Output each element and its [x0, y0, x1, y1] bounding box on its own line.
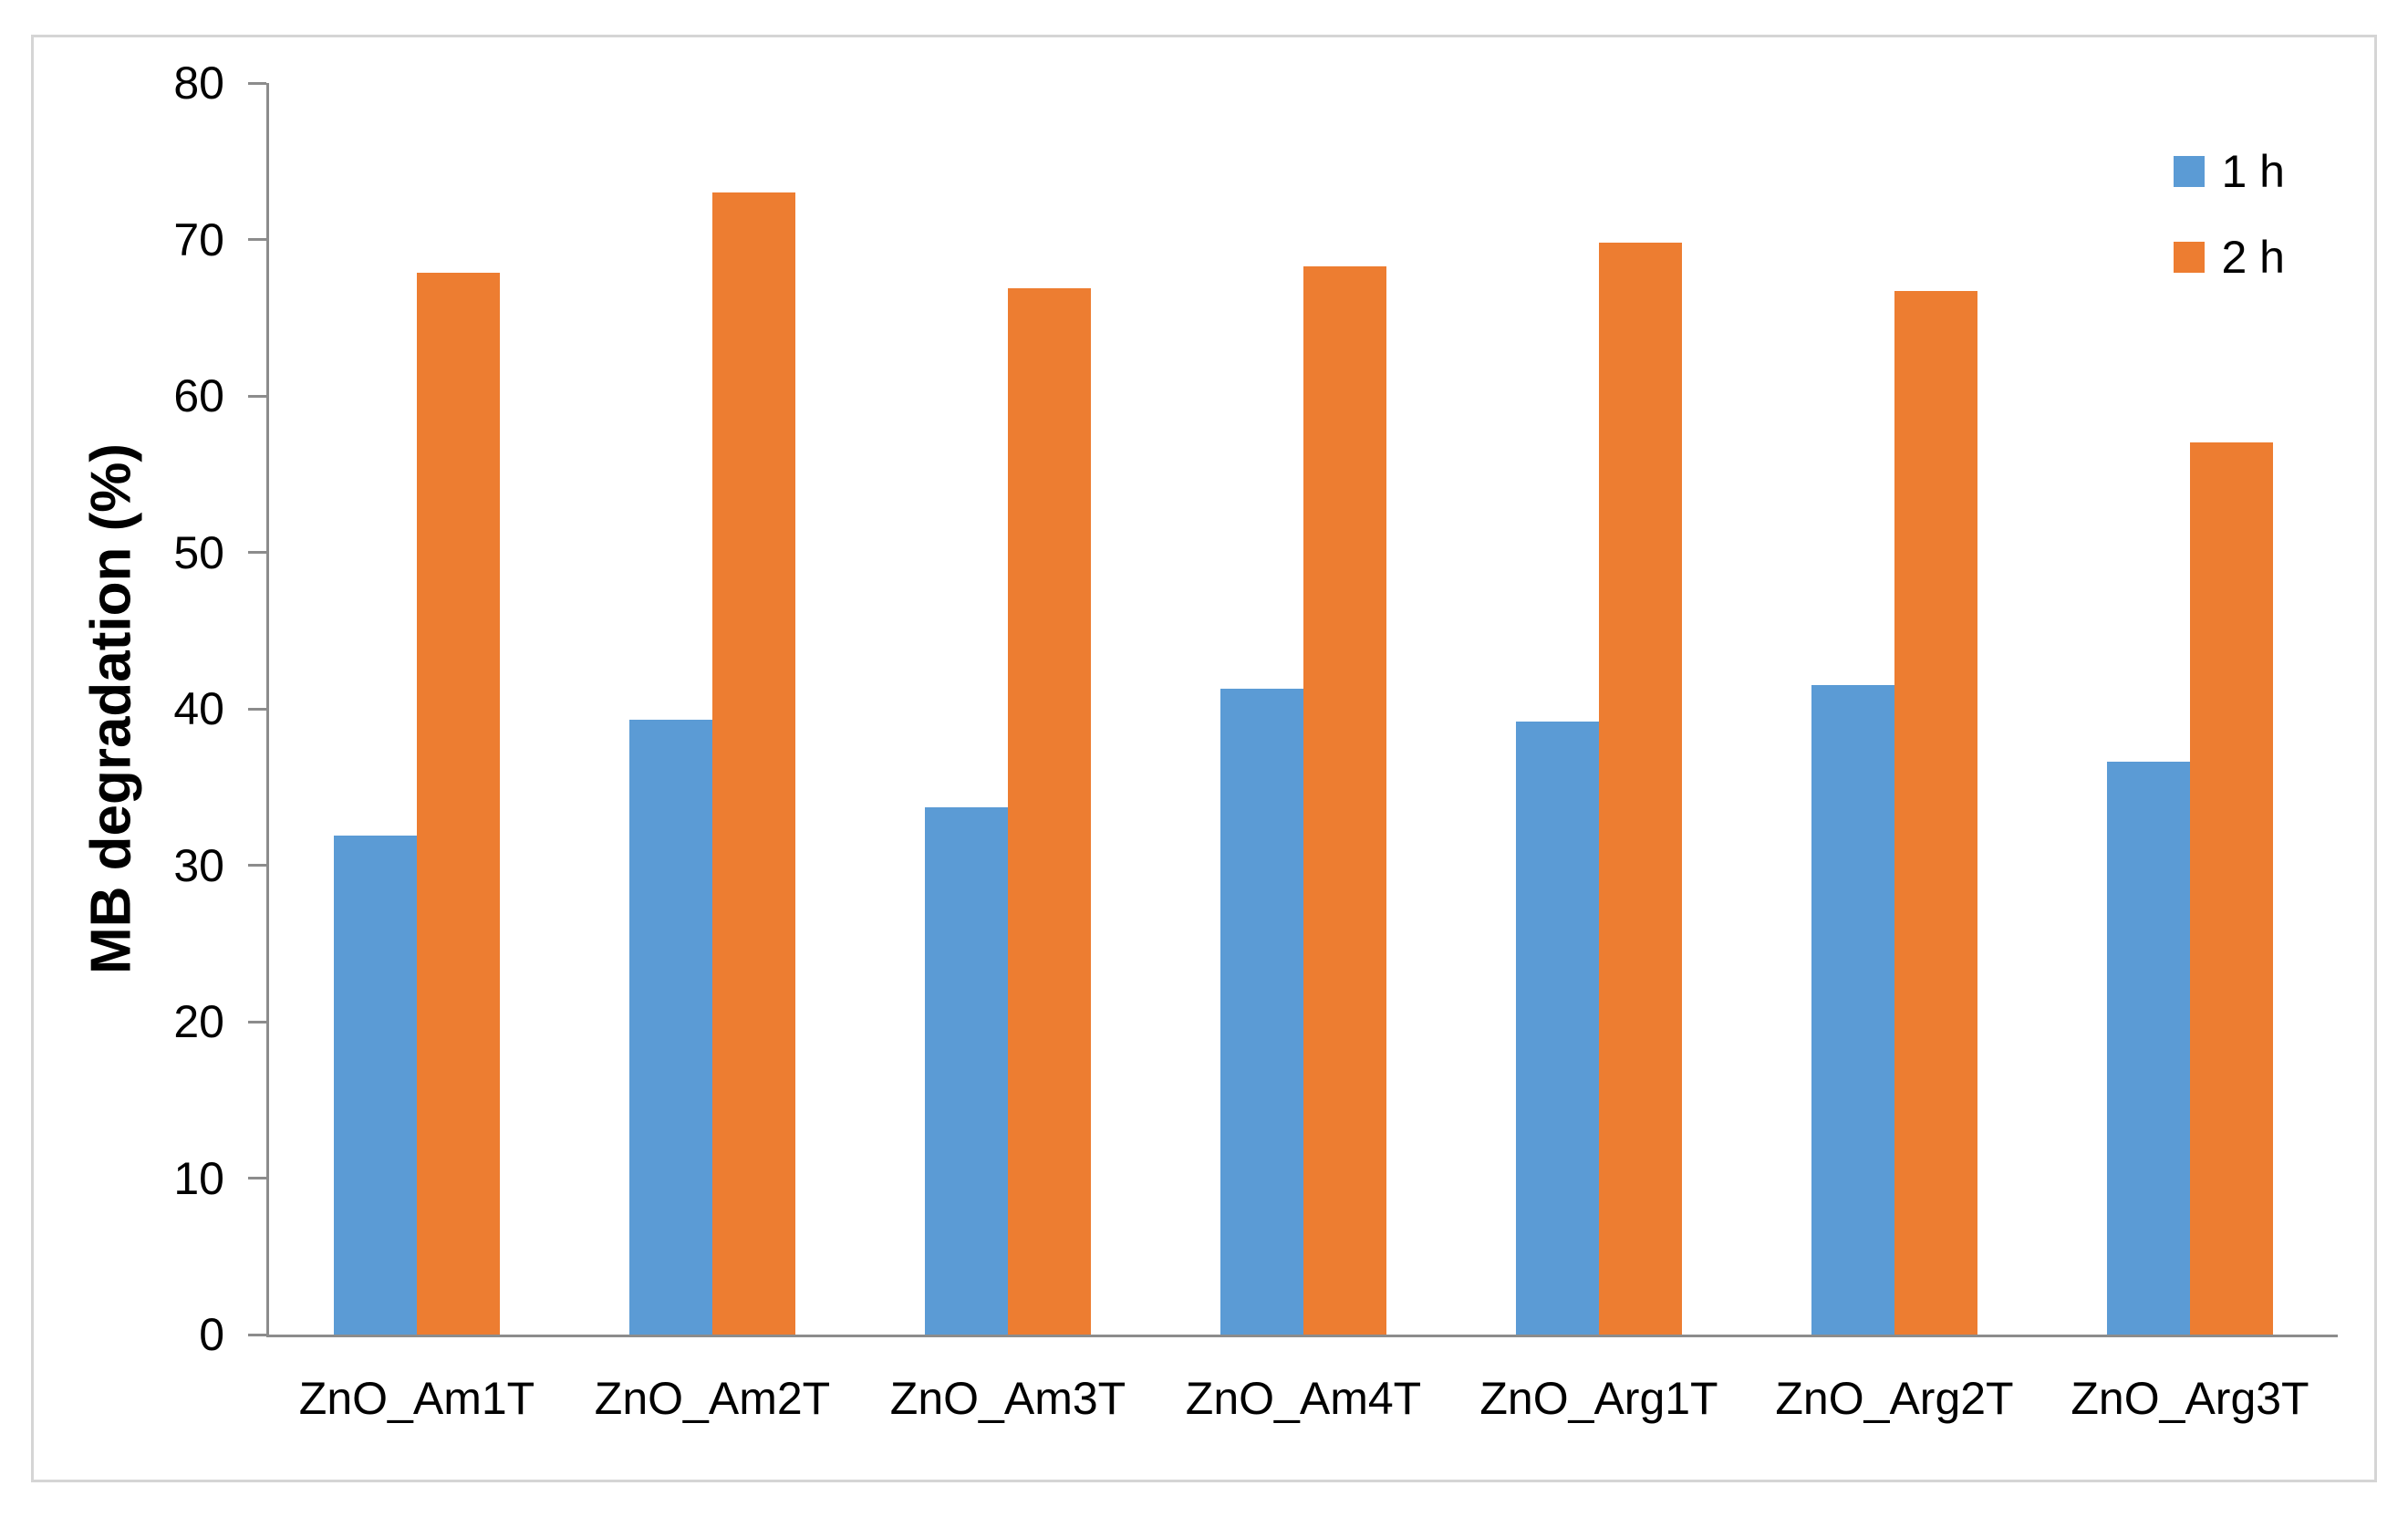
y-tick-label: 0 — [199, 1309, 224, 1360]
y-tick-mark — [248, 707, 266, 711]
bar-2h — [1008, 287, 1091, 1335]
bar-2h — [1894, 291, 1977, 1335]
x-axis-labels: ZnO_Am1T ZnO_Am2T ZnO_Am3T ZnO_Am4T ZnO_Arg1… — [269, 1372, 2338, 1425]
legend-label: 1 h — [2221, 146, 2285, 197]
bar-group — [1156, 83, 1451, 1335]
plot-area: 1 h 2 h — [266, 83, 2338, 1337]
y-tick-label: 70 — [173, 213, 224, 265]
x-axis-category-label: ZnO_Am4T — [1185, 1373, 1422, 1424]
bar-2h — [2190, 442, 2273, 1335]
legend-swatch — [2174, 156, 2206, 187]
y-tick-label: 80 — [173, 57, 224, 109]
x-axis-category-label: ZnO_Arg1T — [1479, 1373, 1718, 1424]
y-tick-label: 50 — [173, 526, 224, 578]
legend-item: 2 h — [2174, 234, 2285, 280]
legend-swatch — [2174, 242, 2206, 273]
y-tick-mark — [248, 1177, 266, 1179]
y-tick-mark — [248, 238, 266, 241]
bar-2h — [1599, 242, 1682, 1335]
y-tick-label: 40 — [173, 683, 224, 734]
y-tick-mark — [248, 394, 266, 398]
y-tick-mark — [248, 1333, 266, 1336]
bar-1h — [1811, 685, 1894, 1335]
bar-group — [860, 83, 1156, 1335]
x-axis-category-label: ZnO_Am3T — [889, 1373, 1126, 1424]
bar-1h — [334, 835, 417, 1335]
y-tick-label: 20 — [173, 996, 224, 1047]
bar-group — [1747, 83, 2042, 1335]
bar-group — [2042, 83, 2338, 1335]
bar-groups — [269, 83, 2338, 1335]
bar-1h — [1516, 721, 1599, 1335]
y-axis: 0 10 20 30 40 50 60 70 80 — [0, 60, 266, 1357]
bar-1h — [925, 807, 1008, 1335]
bar-2h — [417, 272, 500, 1335]
bar-group — [565, 83, 860, 1335]
bar-2h — [712, 192, 795, 1335]
legend: 1 h 2 h — [2174, 149, 2285, 280]
y-tick-mark — [248, 1020, 266, 1023]
bar-1h — [1220, 688, 1303, 1335]
x-axis-category-label: ZnO_Arg2T — [1775, 1373, 2014, 1424]
x-axis-category-label: ZnO_Am2T — [594, 1373, 831, 1424]
bar-2h — [1303, 265, 1386, 1335]
y-tick-mark — [248, 81, 266, 85]
legend-label: 2 h — [2221, 232, 2285, 283]
x-axis-category-label: ZnO_Am1T — [298, 1373, 535, 1424]
x-axis-category-label: ZnO_Arg3T — [2071, 1373, 2309, 1424]
bar-1h — [629, 720, 712, 1335]
bar-1h — [2107, 762, 2190, 1335]
y-tick-mark — [248, 551, 266, 554]
y-tick-label: 60 — [173, 370, 224, 421]
bar-group — [1451, 83, 1747, 1335]
bar-group — [269, 83, 565, 1335]
y-tick-label: 30 — [173, 839, 224, 891]
y-tick-mark — [248, 864, 266, 867]
y-tick-label: 10 — [173, 1152, 224, 1204]
legend-item: 1 h — [2174, 149, 2285, 194]
